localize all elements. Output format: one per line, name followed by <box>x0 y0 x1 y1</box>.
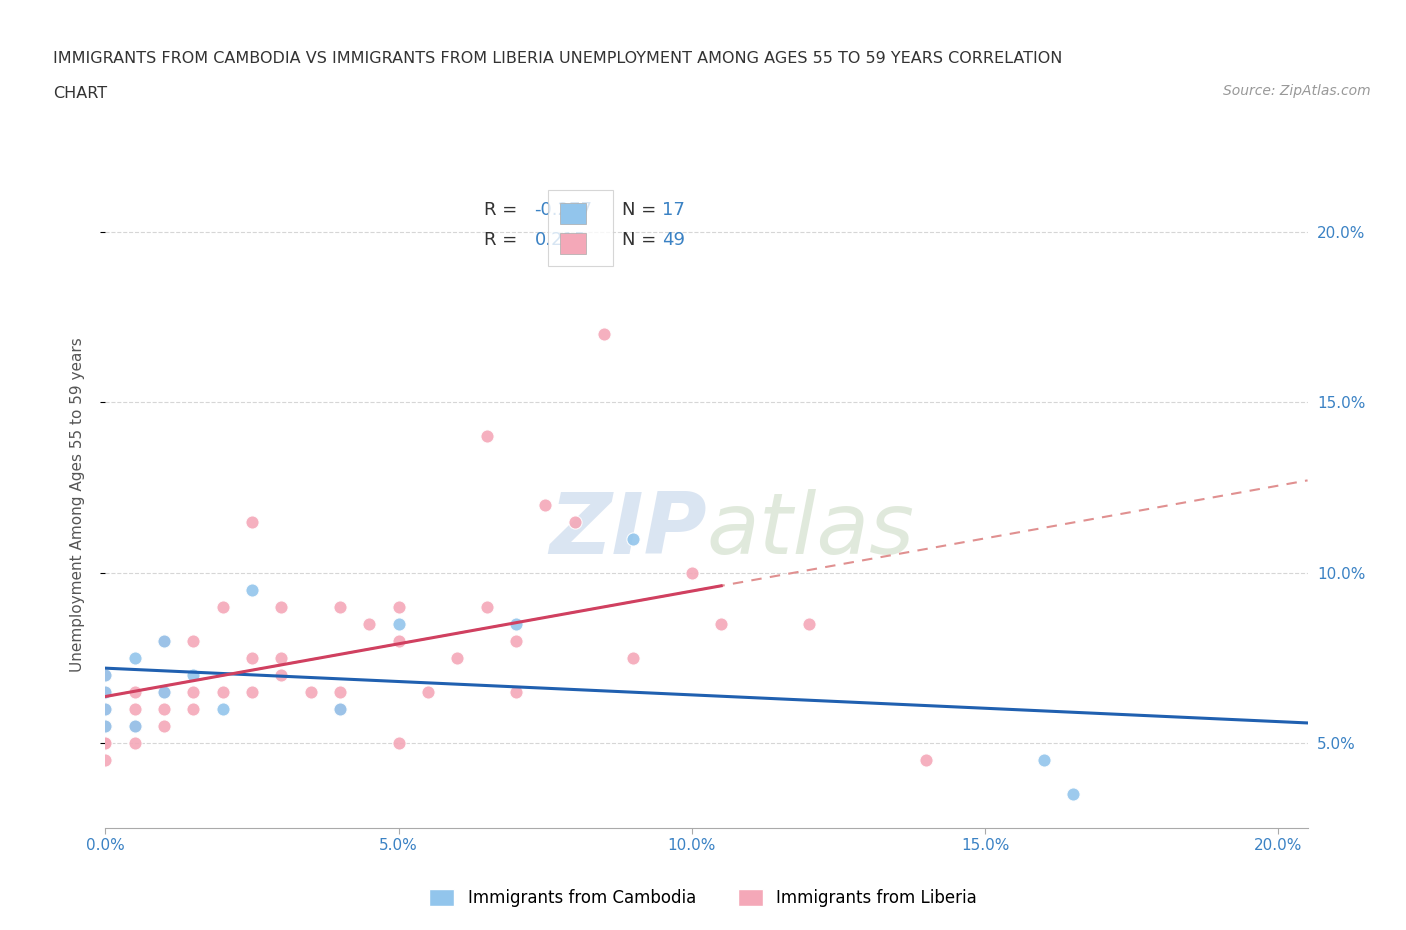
Text: N =: N = <box>623 202 662 219</box>
Point <box>593 327 616 342</box>
Point <box>94 752 117 767</box>
Point <box>1032 752 1054 767</box>
Point <box>270 667 292 682</box>
Point <box>388 736 411 751</box>
Point <box>211 599 233 614</box>
Point <box>270 599 292 614</box>
Point <box>416 684 439 699</box>
Point <box>329 701 352 716</box>
Point <box>388 599 411 614</box>
Legend: Immigrants from Cambodia, Immigrants from Liberia: Immigrants from Cambodia, Immigrants fro… <box>419 879 987 917</box>
Point <box>211 701 233 716</box>
Point <box>94 701 117 716</box>
Point <box>183 701 205 716</box>
Point <box>475 599 498 614</box>
Y-axis label: Unemployment Among Ages 55 to 59 years: Unemployment Among Ages 55 to 59 years <box>70 338 84 671</box>
Point <box>94 718 117 733</box>
Point <box>505 684 527 699</box>
Point <box>94 736 117 751</box>
Point <box>124 701 146 716</box>
Point <box>1062 786 1084 801</box>
Point <box>153 633 176 648</box>
Point <box>299 684 322 699</box>
Point <box>94 718 117 733</box>
Point <box>94 684 117 699</box>
Point <box>124 650 146 665</box>
Point <box>621 531 644 546</box>
Text: R =: R = <box>484 202 523 219</box>
Point <box>94 667 117 682</box>
Point <box>94 718 117 733</box>
Point <box>153 718 176 733</box>
Point <box>710 617 733 631</box>
Point <box>534 498 557 512</box>
Point <box>475 429 498 444</box>
Point <box>388 633 411 648</box>
Point <box>240 582 263 597</box>
Point <box>270 650 292 665</box>
Point <box>94 684 117 699</box>
Point <box>94 701 117 716</box>
Point <box>388 617 411 631</box>
Point <box>621 650 644 665</box>
Point <box>240 650 263 665</box>
Point <box>505 617 527 631</box>
Text: ZIP: ZIP <box>548 489 707 572</box>
Text: CHART: CHART <box>53 86 107 100</box>
Point <box>329 599 352 614</box>
Text: IMMIGRANTS FROM CAMBODIA VS IMMIGRANTS FROM LIBERIA UNEMPLOYMENT AMONG AGES 55 T: IMMIGRANTS FROM CAMBODIA VS IMMIGRANTS F… <box>53 51 1063 66</box>
Point <box>329 684 352 699</box>
Point <box>329 701 352 716</box>
Point <box>153 684 176 699</box>
Point <box>797 617 820 631</box>
Legend: , : , <box>548 191 613 266</box>
Point <box>153 701 176 716</box>
Point <box>183 684 205 699</box>
Point <box>681 565 703 580</box>
Point <box>153 633 176 648</box>
Text: 49: 49 <box>662 231 685 248</box>
Text: 17: 17 <box>662 202 685 219</box>
Point <box>124 718 146 733</box>
Point <box>124 736 146 751</box>
Point <box>94 667 117 682</box>
Point <box>124 684 146 699</box>
Point <box>94 736 117 751</box>
Point <box>446 650 468 665</box>
Point <box>564 514 586 529</box>
Text: -0.277: -0.277 <box>534 202 592 219</box>
Text: N =: N = <box>623 231 662 248</box>
Text: R =: R = <box>484 231 529 248</box>
Point <box>915 752 938 767</box>
Point <box>359 617 381 631</box>
Point <box>505 633 527 648</box>
Text: Source: ZipAtlas.com: Source: ZipAtlas.com <box>1223 84 1371 98</box>
Point <box>124 718 146 733</box>
Point <box>240 684 263 699</box>
Point <box>183 667 205 682</box>
Point <box>183 633 205 648</box>
Point <box>153 684 176 699</box>
Text: atlas: atlas <box>707 489 914 572</box>
Point <box>211 684 233 699</box>
Point <box>240 514 263 529</box>
Text: 0.215: 0.215 <box>534 231 586 248</box>
